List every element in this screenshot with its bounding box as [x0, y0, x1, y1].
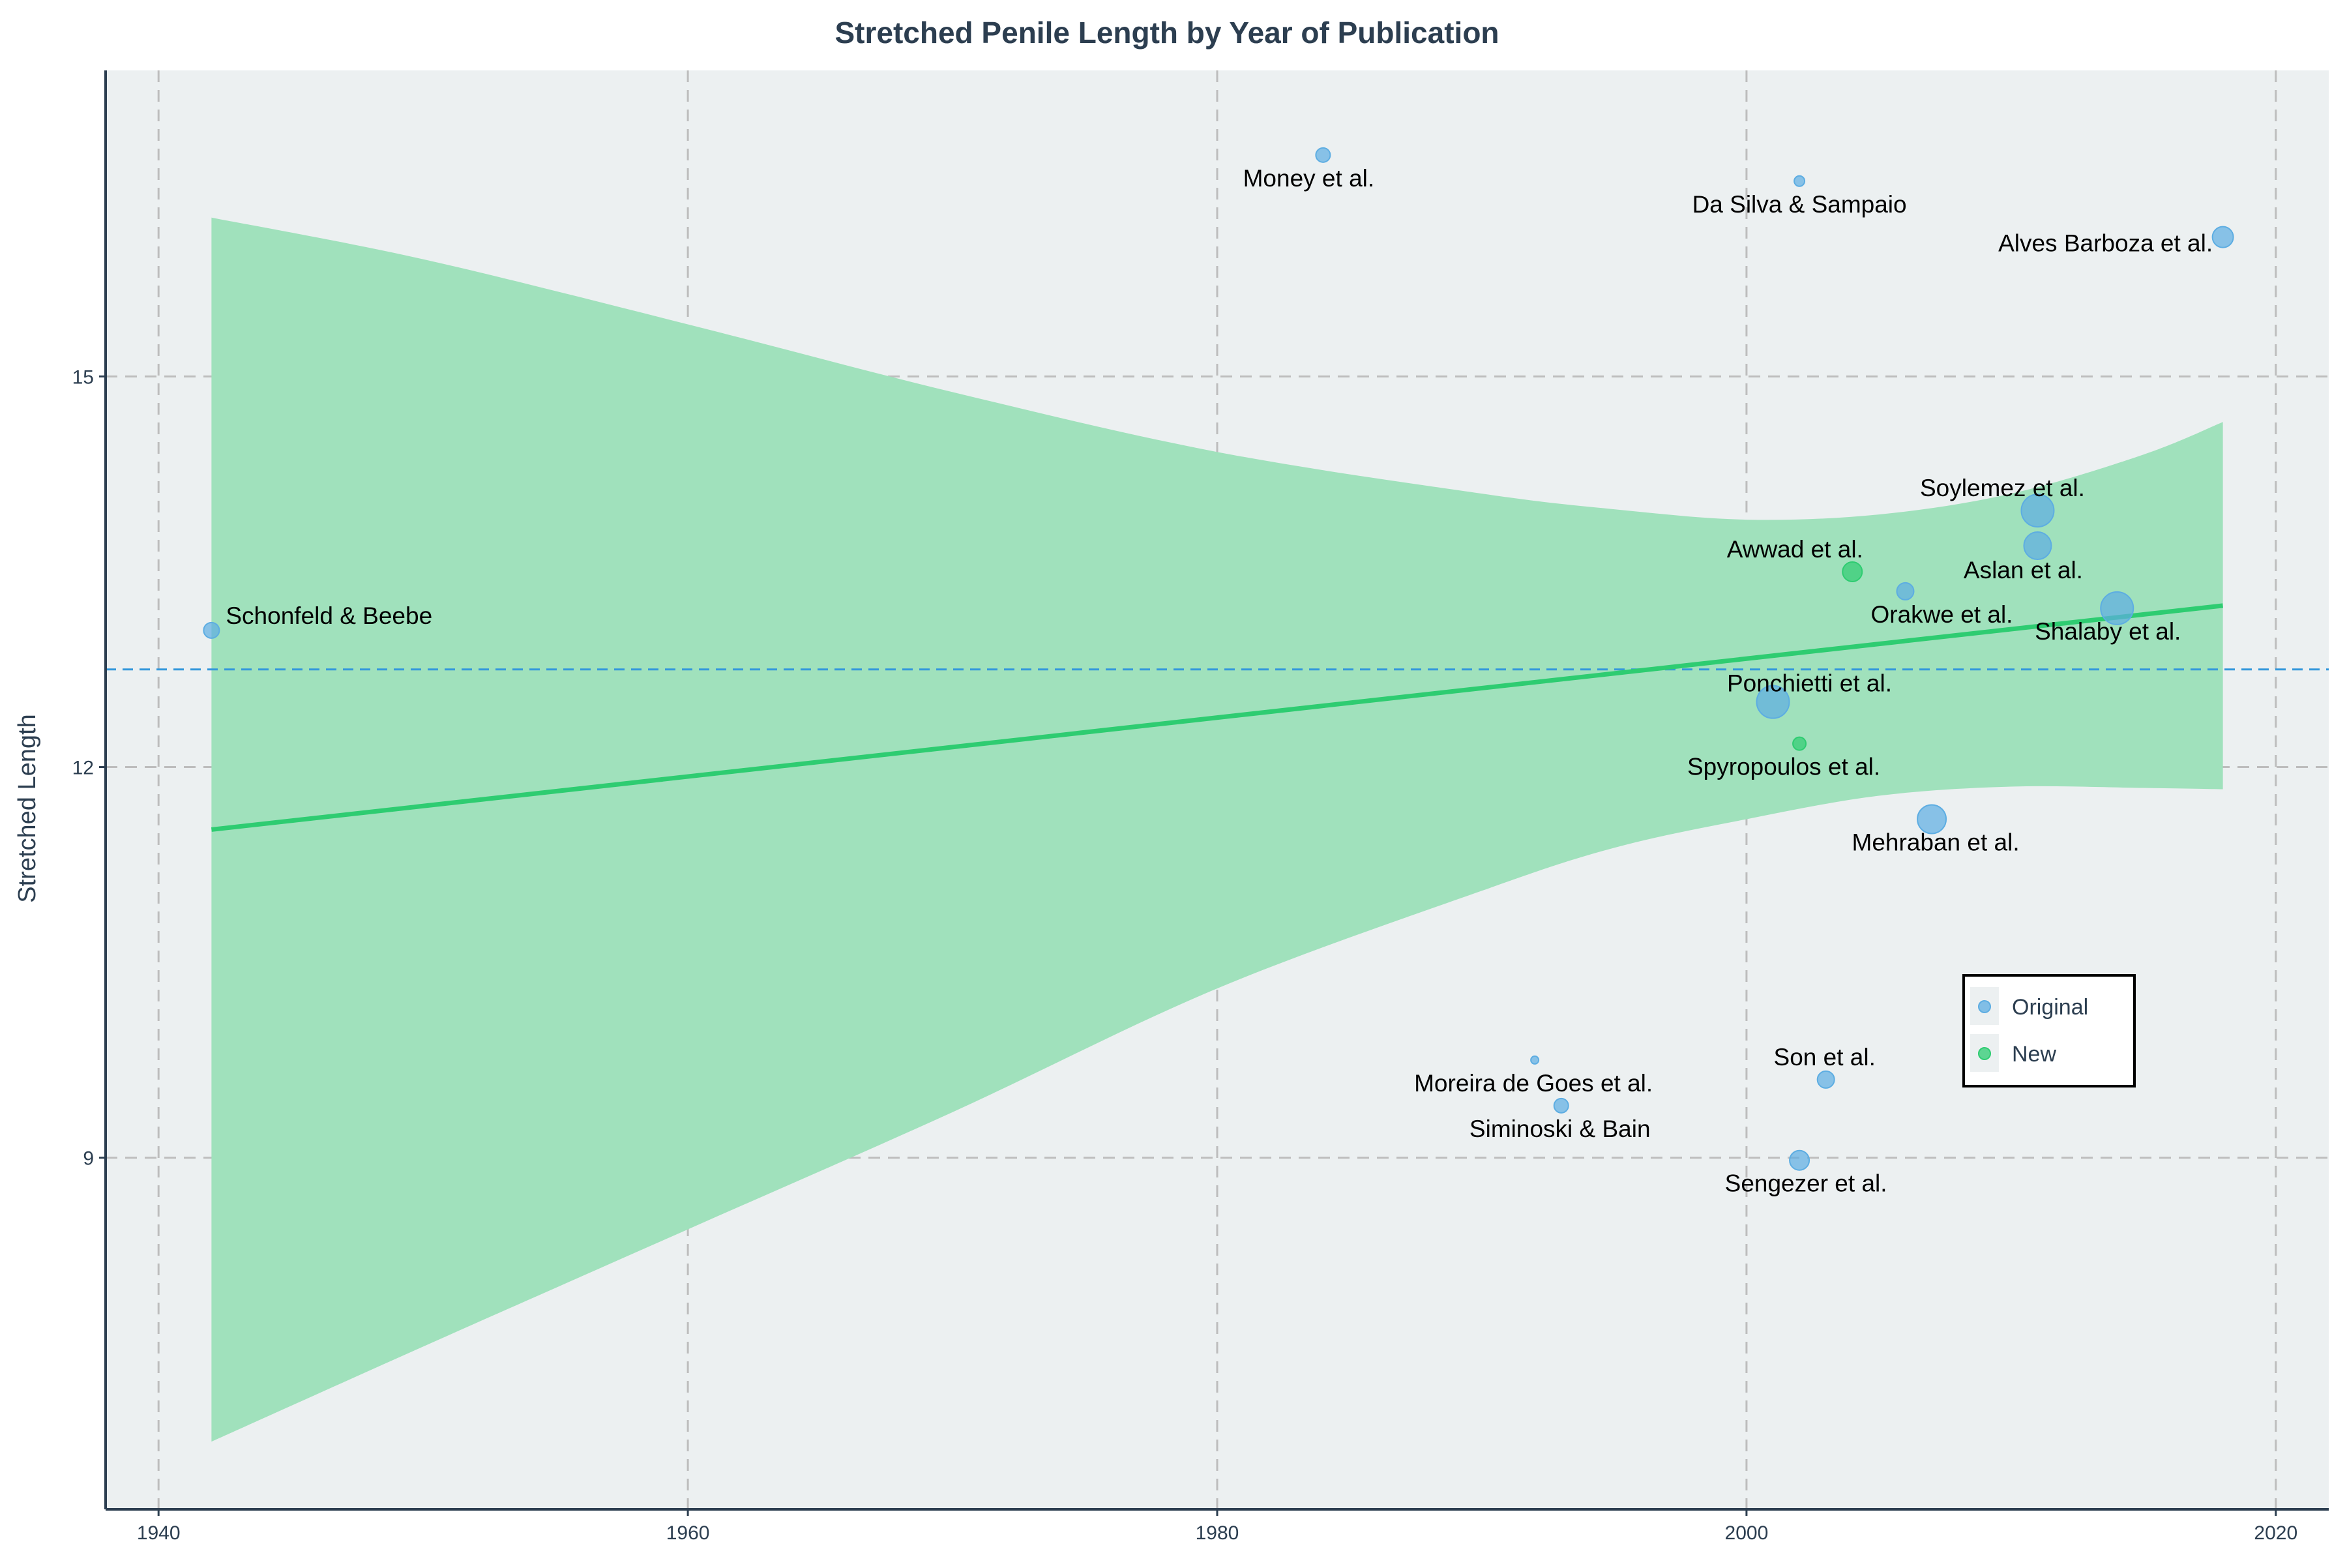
point-label: Schonfeld & Beebe — [226, 602, 432, 629]
data-point — [1315, 147, 1331, 163]
data-point — [2100, 591, 2134, 625]
y-tick-label: 9 — [83, 1148, 94, 1170]
data-point — [1789, 1149, 1810, 1171]
points-layer — [203, 147, 2234, 1171]
data-point — [203, 621, 220, 639]
point-label: Da Silva & Sampaio — [1692, 191, 1907, 218]
data-point — [1816, 1070, 1835, 1089]
legend: Original New — [1962, 974, 2136, 1087]
point-label: Shalaby et al. — [2035, 618, 2181, 645]
y-axis-label: Stretched Length — [14, 714, 41, 902]
trend-line-layer — [211, 603, 2224, 832]
point-label: Spyropoulos et al. — [1687, 754, 1880, 780]
y-tick-label: 15 — [72, 366, 94, 388]
x-tick-label: 1960 — [666, 1522, 710, 1544]
data-point — [1896, 582, 1915, 600]
point-labels-layer: Schonfeld & Beebe Money et al. Moreira de … — [226, 165, 2213, 1197]
chart-title: Stretched Penile Length by Year of Publi… — [834, 16, 1499, 50]
data-point — [1842, 561, 1863, 582]
x-tick-label: 2020 — [2254, 1522, 2297, 1544]
point-label: Soylemez et al. — [1920, 475, 2085, 501]
legend-label: New — [2012, 1042, 2056, 1067]
data-point — [1792, 736, 1807, 751]
data-point — [2020, 494, 2055, 528]
point-label: Son et al. — [1774, 1044, 1876, 1071]
y-tick-label: 12 — [72, 758, 94, 779]
trend-line — [211, 603, 2224, 832]
point-label: Alves Barboza et al. — [1998, 230, 2213, 257]
data-point — [1793, 175, 1806, 187]
x-tick-label: 1980 — [1196, 1522, 1239, 1544]
legend-marker — [1978, 1000, 1991, 1013]
confidence-band — [211, 217, 2223, 1442]
data-point — [1917, 804, 1947, 835]
point-label: Moreira de Goes et al. — [1414, 1070, 1653, 1097]
data-point — [1530, 1055, 1540, 1065]
x-tick-label: 1940 — [137, 1522, 181, 1544]
point-label: Ponchietti et al. — [1727, 670, 1892, 697]
legend-marker — [1978, 1047, 1991, 1060]
point-label: Sengezer et al. — [1725, 1170, 1887, 1197]
legend-label: Original — [2012, 995, 2088, 1020]
data-point — [1756, 685, 1790, 719]
point-label: Orakwe et al. — [1870, 601, 2013, 628]
point-label: Mehraban et al. — [1852, 829, 2020, 855]
point-label: Awwad et al. — [1727, 536, 1863, 563]
point-label: Money et al. — [1243, 165, 1375, 192]
point-label: Aslan et al. — [1964, 557, 2083, 584]
grid — [106, 70, 2329, 1509]
x-tick-label: 2000 — [1725, 1522, 1769, 1544]
point-label: Siminoski & Bain — [1469, 1116, 1651, 1142]
data-point — [2023, 531, 2052, 561]
confidence-band-layer — [211, 217, 2223, 1442]
data-point — [2211, 226, 2234, 248]
tick-labels: 1940 1960 1980 2000 2020 9 12 15 — [72, 366, 2298, 1544]
data-point — [1553, 1097, 1569, 1114]
